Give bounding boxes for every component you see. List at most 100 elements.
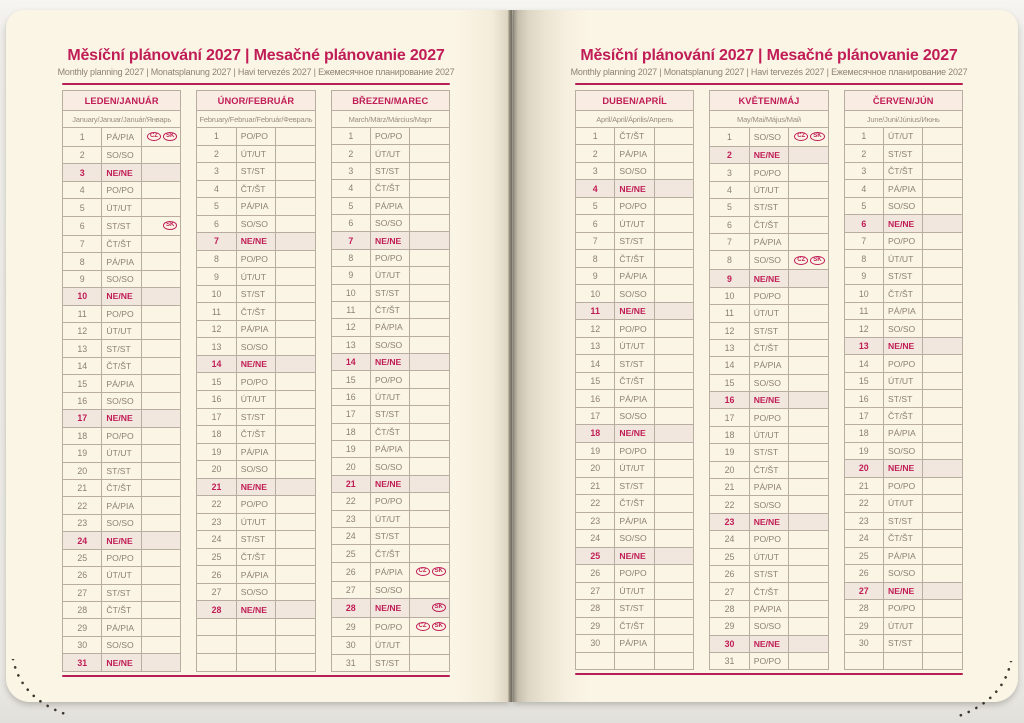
day-notes (788, 617, 829, 636)
day-number: 7 (574, 231, 616, 251)
day-notes (409, 335, 450, 355)
day-weekday: SO/SO (101, 269, 142, 289)
day-notes (140, 653, 182, 672)
day-weekday: ST/ST (614, 599, 655, 618)
day-number: 21 (843, 476, 885, 496)
day-weekday: SO/SO (101, 635, 142, 655)
day-notes (653, 406, 695, 426)
day-number: 30 (843, 634, 885, 653)
day-weekday: PO/PO (883, 231, 924, 251)
day-notes (922, 459, 963, 478)
day-row: 14 PO/PO (843, 354, 963, 373)
day-row: 18 ČT/ŠT (196, 425, 316, 444)
day-weekday: PÁ/PIA (101, 496, 142, 515)
day-number: 30 (330, 636, 372, 655)
day-weekday: SO/SO (101, 146, 142, 165)
day-notes (653, 529, 695, 548)
day-weekday: SO/SO (614, 161, 655, 181)
day-notes (922, 301, 963, 321)
day-number: 7 (196, 232, 237, 251)
day-row: 3 ST/ST (196, 162, 316, 181)
day-number: 22 (330, 492, 372, 511)
day-number: 26 (709, 564, 750, 584)
day-weekday: PÁ/PIA (883, 546, 924, 566)
holiday-badge-sk: SK (162, 221, 178, 231)
day-row: 10 NE/NE (61, 287, 182, 306)
day-number: 13 (574, 336, 616, 356)
day-weekday: NE/NE (748, 145, 790, 165)
day-row: 24 SO/SO (574, 529, 695, 548)
day-weekday: ST/ST (883, 144, 924, 163)
day-number: 6 (709, 215, 750, 234)
day-row: 3 PO/PO (709, 163, 829, 182)
day-number: 29 (843, 616, 885, 636)
day-number: 22 (196, 495, 237, 514)
day-number: 21 (574, 476, 616, 496)
holiday-badge-sk: SK (810, 132, 825, 142)
day-weekday: PO/PO (370, 617, 411, 638)
day-number: 3 (574, 161, 616, 181)
day-notes (140, 409, 182, 428)
day-notes: CZ SK (409, 617, 450, 638)
day-weekday: ST/ST (748, 443, 790, 462)
day-row: 28 NE/NE SK (330, 598, 450, 619)
day-notes (409, 474, 450, 494)
month-name: BŘEZEN/MAREC (330, 90, 450, 111)
day-row: 8 SO/SO CZ SK (709, 250, 829, 271)
day-weekday: SO/SO (370, 213, 411, 233)
day-row: 10 ST/ST (196, 284, 316, 304)
day-row: 11 NE/NE (574, 301, 695, 321)
day-weekday: ST/ST (235, 284, 277, 304)
day-row: 16 ST/ST (843, 389, 963, 408)
day-weekday: PO/PO (101, 304, 142, 324)
day-weekday: ÚT/UT (235, 389, 277, 409)
day-weekday: ČT/ŠT (101, 601, 142, 620)
day-number: 21 (61, 478, 103, 498)
day-number: 28 (843, 599, 885, 618)
day-row: 31 ST/ST (330, 653, 450, 672)
empty-row (196, 617, 316, 637)
day-weekday: PÁ/PIA (370, 196, 411, 215)
day-number: 8 (196, 249, 237, 269)
day-number: 23 (196, 512, 237, 532)
day-notes (140, 180, 182, 200)
day-notes (922, 389, 963, 408)
day-row: 23 ST/ST (843, 511, 963, 531)
day-number: 4 (574, 179, 616, 198)
day-number: 25 (61, 548, 103, 568)
day-notes (788, 373, 829, 393)
day-notes (275, 179, 316, 199)
day-row: 7 PO/PO (843, 231, 963, 251)
day-weekday: NE/NE (235, 232, 277, 251)
day-row: 5 SO/SO (843, 196, 963, 216)
day-number: 17 (709, 408, 750, 427)
day-number: 30 (61, 635, 103, 655)
day-number: 2 (330, 144, 372, 163)
day-row: 12 PÁ/PIA (330, 318, 450, 337)
day-notes (409, 580, 450, 600)
day-number: 26 (330, 561, 372, 582)
day-weekday: ST/ST (883, 511, 924, 531)
day-weekday: ST/ST (101, 583, 142, 603)
day-weekday: SO/SO (101, 391, 142, 411)
day-number: 5 (709, 198, 750, 217)
day-number: 12 (196, 319, 237, 339)
day-weekday: ÚT/UT (101, 322, 142, 341)
day-notes (275, 144, 316, 164)
month-subtitle: February/Februar/Február/Февраль (196, 110, 316, 128)
day-notes (788, 338, 829, 358)
day-notes (140, 513, 182, 533)
day-weekday: PO/PO (748, 408, 790, 427)
day-weekday: ST/ST (614, 231, 655, 251)
day-row: 10 ČT/ŠT (843, 284, 963, 303)
day-number: 31 (61, 653, 103, 672)
day-number: 5 (330, 196, 372, 215)
day-row: 24 NE/NE (61, 531, 182, 550)
day-notes (653, 511, 695, 531)
day-row: 11 ČT/ŠT (330, 300, 450, 320)
day-row: 10 SO/SO (574, 284, 695, 303)
day-row: 25 PO/PO (61, 548, 182, 568)
day-row: 11 PÁ/PIA (843, 301, 963, 321)
day-row: 22 PÁ/PIA (61, 496, 182, 515)
day-number: 4 (843, 179, 885, 198)
